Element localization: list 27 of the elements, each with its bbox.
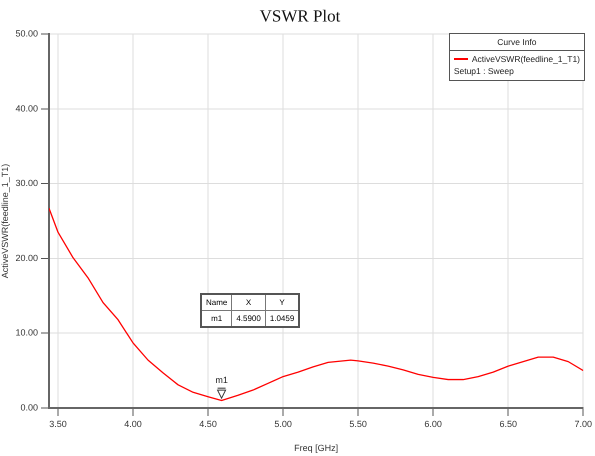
annotation: Y bbox=[265, 294, 300, 310]
y-tick-label: 0.00 bbox=[20, 402, 38, 412]
x-tick-label: 5.50 bbox=[349, 418, 367, 429]
y-tick-label: 50.00 bbox=[15, 28, 38, 38]
x-tick-label: 6.00 bbox=[424, 418, 442, 429]
x-axis-title: Freq [GHz] bbox=[294, 443, 338, 454]
annotation: m1 bbox=[201, 310, 232, 327]
legend-title: Curve Info bbox=[450, 34, 584, 51]
y-axis-title: ActiveVSWR(feedline_1_T1) bbox=[0, 164, 10, 278]
chart-title: VSWR Plot bbox=[260, 6, 341, 26]
legend-label: ActiveVSWR(feedline_1_T1) bbox=[472, 54, 580, 64]
annotation: Name bbox=[201, 294, 232, 310]
x-tick-label: 5.00 bbox=[274, 418, 292, 429]
y-tick-label: 30.00 bbox=[15, 178, 38, 188]
x-tick-label: 4.50 bbox=[199, 418, 217, 429]
annotation: 4.5900 bbox=[232, 310, 266, 327]
x-tick-label: 3.50 bbox=[49, 418, 67, 429]
y-tick-label: 20.00 bbox=[15, 252, 38, 263]
y-tick-label: 10.00 bbox=[15, 328, 38, 338]
x-tick-label: 7.00 bbox=[574, 418, 592, 429]
annotation: Setup1 : Sweep bbox=[452, 65, 515, 78]
annotation: X bbox=[232, 294, 266, 310]
annotation: m1 bbox=[215, 375, 228, 386]
x-tick-label: 4.00 bbox=[124, 418, 142, 429]
y-tick-label: 40.00 bbox=[15, 103, 38, 114]
annotation: 1.0459 bbox=[265, 310, 300, 327]
x-tick-label: 6.50 bbox=[499, 418, 517, 429]
